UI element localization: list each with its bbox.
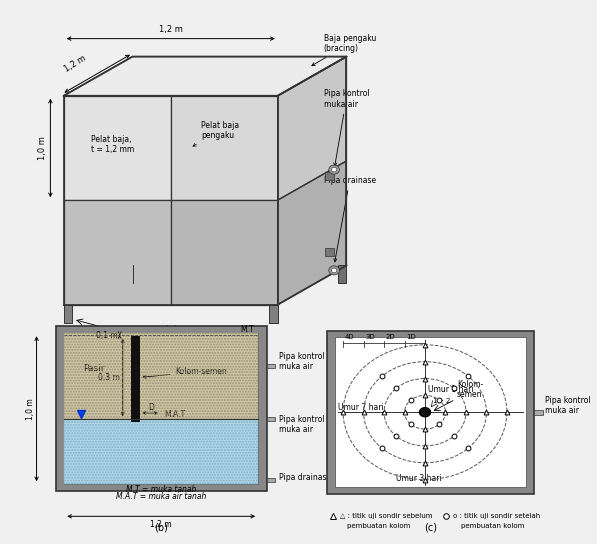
Text: 1,0 m: 1,0 m (26, 398, 35, 419)
Text: Baja profil
pengaku (bracing): Baja profil pengaku (bracing) (75, 331, 145, 350)
Bar (336, 337, 526, 487)
Text: Umur 3 hari: Umur 3 hari (396, 474, 442, 483)
Text: M.A.T: M.A.T (164, 410, 185, 419)
Text: 1,2 m: 1,2 m (63, 54, 88, 74)
Text: Umur 1 hari: Umur 1 hari (428, 385, 473, 394)
Text: △ : titik uji sondir sebelum: △ : titik uji sondir sebelum (340, 513, 432, 519)
Text: (b): (b) (154, 522, 168, 533)
Circle shape (329, 266, 340, 275)
Text: Kolom-semen: Kolom-semen (143, 367, 227, 379)
Text: 1D: 1D (406, 333, 416, 339)
Bar (269, 305, 278, 323)
Polygon shape (338, 265, 346, 283)
Text: pembuatan kolom: pembuatan kolom (347, 523, 410, 529)
Bar (131, 336, 139, 421)
Text: Pelat baja
pengaku: Pelat baja pengaku (193, 121, 239, 146)
Polygon shape (64, 200, 171, 305)
Text: Pipa kontrol
muka air: Pipa kontrol muka air (324, 89, 369, 166)
Circle shape (419, 407, 430, 417)
Text: Pipa drainase: Pipa drainase (324, 176, 376, 262)
Text: Pipa kontrol
muka air: Pipa kontrol muka air (545, 396, 591, 416)
Polygon shape (278, 57, 346, 200)
Text: D: D (148, 403, 154, 412)
Circle shape (331, 268, 337, 273)
Text: 0,3 m: 0,3 m (99, 373, 120, 382)
Bar (534, 410, 543, 415)
Polygon shape (64, 96, 171, 200)
Text: 1,2 m: 1,2 m (159, 24, 183, 34)
Text: 2D: 2D (386, 333, 395, 339)
Circle shape (329, 165, 340, 174)
Polygon shape (64, 57, 346, 96)
Text: Pelat baja,
t = 1,2 mm: Pelat baja, t = 1,2 mm (91, 135, 134, 154)
Polygon shape (171, 200, 278, 305)
Text: (c): (c) (424, 523, 437, 533)
Text: Pasir: Pasir (83, 364, 104, 373)
Bar (328, 331, 534, 493)
Text: $\it{1-2}$: $\it{1-2}$ (432, 396, 451, 405)
Text: 3D: 3D (365, 333, 375, 339)
Text: 1,0 m: 1,0 m (38, 136, 47, 160)
Bar (267, 364, 275, 368)
Text: Baja pengaku
(bracing): Baja pengaku (bracing) (312, 34, 376, 66)
Bar (325, 249, 334, 256)
Text: o : titik uji sondir setelah: o : titik uji sondir setelah (454, 513, 541, 519)
Bar (56, 326, 267, 491)
Bar (325, 172, 334, 180)
Text: Kolom-
semen: Kolom- semen (457, 380, 483, 399)
Bar (64, 333, 258, 484)
Text: M.T = muka tanah: M.T = muka tanah (126, 485, 196, 494)
Bar (64, 333, 258, 419)
Text: 4D: 4D (345, 333, 355, 339)
Bar (267, 417, 275, 421)
Bar (267, 478, 275, 481)
Text: pembuatan kolom: pembuatan kolom (460, 523, 524, 529)
Bar (64, 305, 72, 323)
Text: (a): (a) (164, 324, 177, 334)
Text: M.T: M.T (240, 325, 254, 333)
Bar (64, 419, 258, 484)
Text: Pipa drainase: Pipa drainase (279, 473, 331, 482)
Bar (64, 333, 258, 419)
Text: 1,2 m: 1,2 m (150, 520, 172, 529)
Bar (64, 419, 258, 484)
Circle shape (331, 168, 337, 172)
Text: Umur 7 hari: Umur 7 hari (338, 403, 383, 412)
Text: M.A.T = muka air tanah: M.A.T = muka air tanah (116, 492, 207, 501)
Polygon shape (278, 161, 346, 305)
Text: Pipa kontrol
muka air: Pipa kontrol muka air (279, 352, 325, 371)
Polygon shape (171, 96, 278, 200)
Text: Pipa kontrol
muka air: Pipa kontrol muka air (279, 415, 325, 435)
Text: 0,1 m: 0,1 m (96, 331, 118, 339)
